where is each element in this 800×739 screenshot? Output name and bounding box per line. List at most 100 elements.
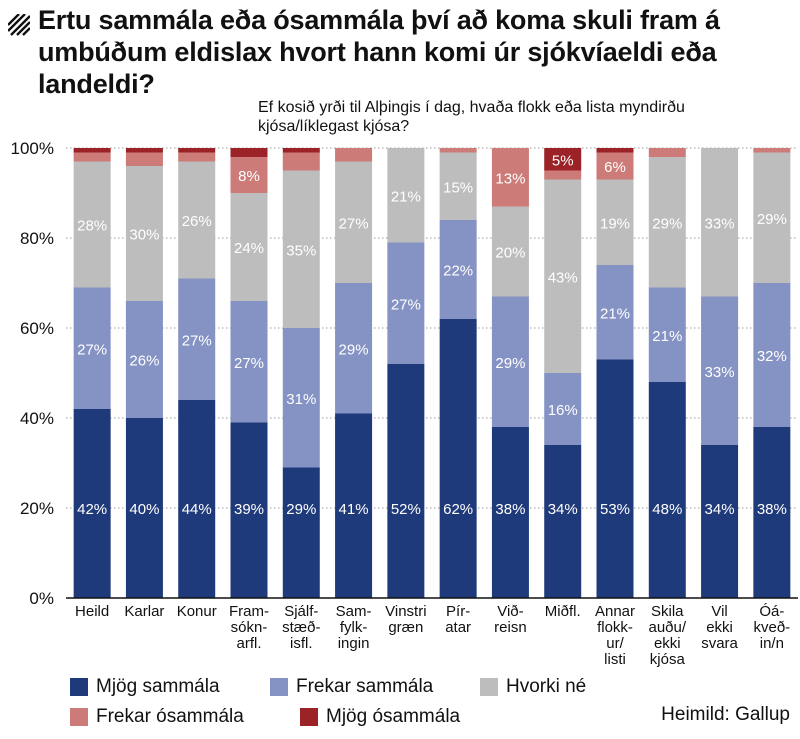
bar-segment xyxy=(648,157,686,288)
bar-segment xyxy=(753,427,791,598)
bar-segment xyxy=(701,296,739,445)
data-label: 29% xyxy=(757,211,787,228)
data-label: 43% xyxy=(548,269,578,286)
x-tick-label: ingin xyxy=(338,635,370,652)
legend-swatch xyxy=(480,678,498,696)
bar-segment xyxy=(178,152,216,162)
data-label: 27% xyxy=(234,355,264,372)
x-tick-label: Fram- xyxy=(229,603,269,620)
bar-segment xyxy=(335,413,373,598)
x-tick-label: reisn xyxy=(494,619,527,636)
data-label: 29% xyxy=(339,341,369,358)
x-tick-label: Karlar xyxy=(124,603,164,620)
y-tick-label: 80% xyxy=(20,229,54,248)
y-tick-label: 40% xyxy=(20,409,54,428)
data-label: 29% xyxy=(652,215,682,232)
bar-segment xyxy=(387,242,425,364)
x-tick-label: Skila xyxy=(651,603,684,620)
bar-segment xyxy=(387,364,425,598)
bar-segment xyxy=(753,148,791,153)
bar-segment xyxy=(544,445,582,598)
legend-label: Hvorki né xyxy=(506,676,587,697)
data-label: 38% xyxy=(495,501,525,518)
legend-item: Frekar sammála xyxy=(270,676,433,698)
bar-segment xyxy=(491,148,529,207)
data-label: 48% xyxy=(652,501,682,518)
data-label: 5% xyxy=(552,152,574,169)
source-note: Heimild: Gallup xyxy=(661,704,790,725)
bar-segment xyxy=(335,283,373,414)
x-tick-label: auðu/ xyxy=(649,619,687,636)
data-label: 62% xyxy=(443,501,473,518)
y-tick-label: 0% xyxy=(29,589,54,608)
bar-segment xyxy=(648,382,686,598)
data-label: 41% xyxy=(339,501,369,518)
x-tick-label: Miðfl. xyxy=(545,603,581,620)
legend-item: Mjög sammála xyxy=(70,676,220,698)
x-tick-label: ur/ xyxy=(606,635,624,652)
data-label: 27% xyxy=(391,296,421,313)
x-tick-label: kjósa xyxy=(650,651,686,668)
legend-item: Mjög ósammála xyxy=(300,706,460,728)
x-tick-label: fylk- xyxy=(340,619,368,636)
data-label: 8% xyxy=(238,168,260,185)
data-label: 27% xyxy=(182,332,212,349)
legend-item: Frekar ósammála xyxy=(70,706,244,728)
chart-subtitle: Ef kosið yrði til Alþingis í dag, hvaða … xyxy=(258,99,685,135)
x-tick-label: Við- xyxy=(497,603,523,620)
bar-segment xyxy=(387,148,425,243)
bar-segment xyxy=(282,170,320,328)
x-tick-label: sókn- xyxy=(231,619,268,636)
bar-segment xyxy=(73,287,111,409)
bar-segment xyxy=(491,427,529,598)
bar-segment xyxy=(596,148,634,153)
bar-segment xyxy=(178,278,216,400)
bar-segment xyxy=(544,170,582,180)
data-label: 26% xyxy=(129,353,159,370)
bar-segment xyxy=(648,287,686,382)
bar-segment xyxy=(125,152,163,166)
data-label: 22% xyxy=(443,263,473,280)
x-tick-label: Óá- xyxy=(759,603,784,620)
bar-segment xyxy=(230,157,268,193)
bar-segment xyxy=(125,301,163,418)
bar-segment xyxy=(282,328,320,468)
data-label: 53% xyxy=(600,501,630,518)
bar-segment xyxy=(439,319,477,598)
legend-label: Frekar ósammála xyxy=(96,706,244,727)
bar-segment xyxy=(596,359,634,598)
bar-segment xyxy=(544,179,582,373)
x-tick-label: Vinstri xyxy=(385,603,426,620)
data-label: 21% xyxy=(652,328,682,345)
legend-swatch xyxy=(300,708,318,726)
x-tick-label: arfl. xyxy=(236,635,261,652)
data-label: 52% xyxy=(391,501,421,518)
x-tick-label: listi xyxy=(604,651,626,668)
x-tick-label: stæð- xyxy=(282,619,320,636)
data-label: 44% xyxy=(182,501,212,518)
y-tick-label: 60% xyxy=(20,319,54,338)
legend-label: Mjög ósammála xyxy=(326,706,461,727)
data-label: 29% xyxy=(495,355,525,372)
data-label: 30% xyxy=(129,227,159,244)
bar-segment xyxy=(596,265,634,360)
data-label: 34% xyxy=(548,501,578,518)
bar-segment xyxy=(544,373,582,445)
data-label: 21% xyxy=(600,305,630,322)
x-tick-label: atar xyxy=(445,619,471,636)
data-label: 42% xyxy=(77,501,107,518)
x-tick-label: Heild xyxy=(75,603,109,620)
data-label: 27% xyxy=(339,215,369,232)
bar-segment xyxy=(753,152,791,283)
bar-segment xyxy=(73,161,111,288)
y-tick-label: 20% xyxy=(20,499,54,518)
title-block: Ertu sammála eða ósammála því að koma sk… xyxy=(8,4,798,100)
bar-segment xyxy=(335,161,373,283)
data-label: 21% xyxy=(391,188,421,205)
bar-segment xyxy=(596,179,634,265)
data-label: 35% xyxy=(286,242,316,259)
data-label: 39% xyxy=(234,501,264,518)
bar-segment xyxy=(125,166,163,301)
legend-label: Mjög sammála xyxy=(96,676,220,697)
legend-item: Hvorki né xyxy=(480,676,586,698)
